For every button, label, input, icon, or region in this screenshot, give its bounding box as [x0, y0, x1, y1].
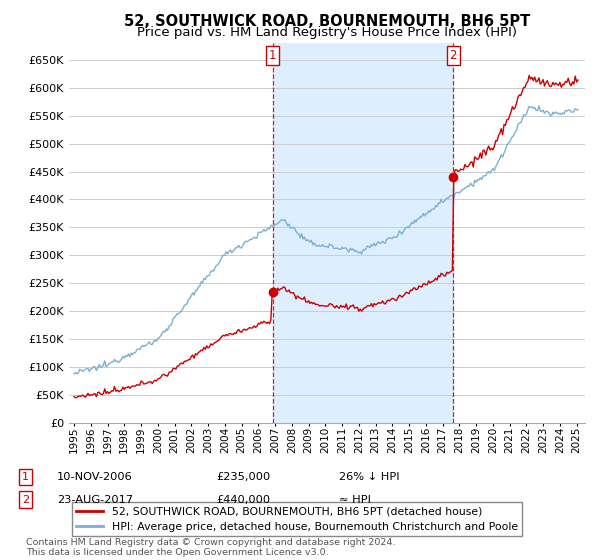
Text: 52, SOUTHWICK ROAD, BOURNEMOUTH, BH6 5PT: 52, SOUTHWICK ROAD, BOURNEMOUTH, BH6 5PT	[124, 14, 530, 29]
Bar	[273, 43, 454, 423]
Text: 10-NOV-2006: 10-NOV-2006	[57, 472, 133, 482]
Text: £440,000: £440,000	[216, 494, 270, 505]
Text: ≈ HPI: ≈ HPI	[339, 494, 371, 505]
Text: £235,000: £235,000	[216, 472, 270, 482]
Text: 1: 1	[269, 49, 277, 62]
Legend: 52, SOUTHWICK ROAD, BOURNEMOUTH, BH6 5PT (detached house), HPI: Average price, d: 52, SOUTHWICK ROAD, BOURNEMOUTH, BH6 5PT…	[72, 502, 523, 536]
Text: Price paid vs. HM Land Registry's House Price Index (HPI): Price paid vs. HM Land Registry's House …	[137, 26, 517, 39]
Text: 23-AUG-2017: 23-AUG-2017	[57, 494, 133, 505]
Text: 2: 2	[22, 494, 29, 505]
Text: 1: 1	[22, 472, 29, 482]
Text: 2: 2	[449, 49, 457, 62]
Text: Contains HM Land Registry data © Crown copyright and database right 2024.
This d: Contains HM Land Registry data © Crown c…	[26, 538, 395, 557]
Text: 26% ↓ HPI: 26% ↓ HPI	[339, 472, 400, 482]
